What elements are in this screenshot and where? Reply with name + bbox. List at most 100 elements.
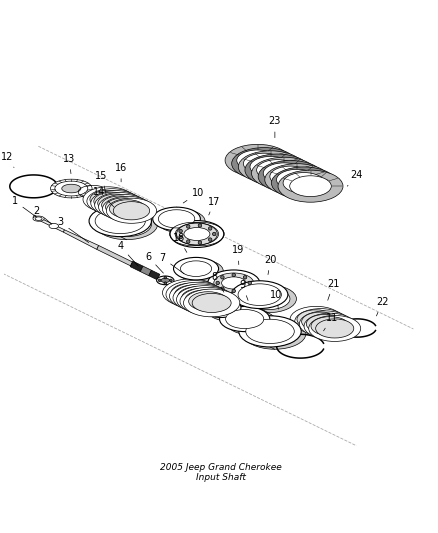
Text: 16: 16	[115, 163, 127, 182]
Ellipse shape	[177, 286, 233, 313]
Ellipse shape	[157, 276, 174, 285]
Ellipse shape	[178, 260, 223, 282]
Ellipse shape	[225, 144, 290, 176]
Ellipse shape	[35, 217, 42, 220]
Ellipse shape	[311, 317, 349, 336]
Ellipse shape	[226, 310, 264, 328]
Ellipse shape	[102, 196, 138, 214]
Ellipse shape	[295, 309, 347, 335]
Circle shape	[187, 240, 190, 243]
Ellipse shape	[184, 228, 210, 240]
Ellipse shape	[170, 221, 224, 247]
Ellipse shape	[306, 314, 344, 334]
Ellipse shape	[263, 163, 305, 184]
Ellipse shape	[297, 310, 335, 329]
Ellipse shape	[62, 184, 81, 193]
Ellipse shape	[178, 287, 217, 305]
Ellipse shape	[270, 166, 311, 187]
Ellipse shape	[175, 223, 219, 245]
Text: 4: 4	[117, 241, 138, 266]
Ellipse shape	[232, 281, 288, 309]
Text: 11: 11	[324, 313, 338, 331]
Ellipse shape	[161, 278, 170, 282]
Ellipse shape	[244, 318, 306, 349]
Ellipse shape	[153, 207, 200, 231]
Ellipse shape	[90, 190, 126, 208]
Ellipse shape	[251, 157, 317, 189]
Circle shape	[221, 287, 224, 290]
Text: 19: 19	[232, 246, 244, 264]
Ellipse shape	[106, 198, 157, 223]
Text: 3: 3	[57, 217, 89, 243]
Text: 1: 1	[12, 196, 36, 217]
Ellipse shape	[173, 284, 230, 312]
Circle shape	[244, 276, 247, 279]
Ellipse shape	[106, 198, 142, 216]
Ellipse shape	[250, 156, 292, 177]
Ellipse shape	[87, 189, 137, 214]
Ellipse shape	[201, 297, 241, 318]
Circle shape	[244, 287, 247, 290]
Text: 2: 2	[33, 206, 52, 224]
Ellipse shape	[89, 205, 152, 237]
Text: 10: 10	[183, 188, 205, 203]
Circle shape	[164, 276, 166, 279]
Ellipse shape	[222, 277, 246, 289]
Text: 22: 22	[376, 297, 389, 316]
Ellipse shape	[173, 257, 219, 280]
Circle shape	[232, 273, 236, 277]
Ellipse shape	[113, 201, 150, 220]
Ellipse shape	[206, 300, 236, 315]
Circle shape	[208, 227, 212, 230]
Ellipse shape	[237, 150, 278, 171]
Ellipse shape	[50, 179, 92, 198]
Ellipse shape	[233, 313, 271, 332]
Text: 12: 12	[1, 152, 14, 167]
Ellipse shape	[170, 282, 226, 310]
Ellipse shape	[95, 208, 145, 233]
Ellipse shape	[219, 306, 270, 332]
Ellipse shape	[239, 316, 301, 347]
Ellipse shape	[251, 321, 299, 346]
Ellipse shape	[214, 273, 254, 293]
Text: 14: 14	[92, 187, 114, 207]
Ellipse shape	[166, 280, 223, 308]
Text: 23: 23	[268, 116, 281, 138]
Ellipse shape	[226, 310, 277, 335]
Ellipse shape	[304, 313, 356, 339]
Circle shape	[159, 279, 161, 281]
Ellipse shape	[283, 173, 325, 193]
Ellipse shape	[185, 290, 224, 309]
Ellipse shape	[246, 319, 294, 343]
Ellipse shape	[240, 285, 297, 313]
Ellipse shape	[265, 164, 330, 196]
Ellipse shape	[184, 289, 240, 317]
Ellipse shape	[185, 263, 216, 279]
Ellipse shape	[101, 212, 152, 237]
Circle shape	[221, 276, 224, 279]
Circle shape	[232, 289, 236, 293]
Circle shape	[248, 281, 251, 285]
Text: 17: 17	[208, 197, 220, 215]
Ellipse shape	[300, 311, 351, 337]
Ellipse shape	[33, 216, 44, 221]
Ellipse shape	[290, 306, 342, 333]
Polygon shape	[64, 230, 99, 249]
Ellipse shape	[98, 194, 134, 212]
Ellipse shape	[316, 319, 354, 338]
Ellipse shape	[163, 212, 199, 230]
Ellipse shape	[171, 283, 210, 302]
Ellipse shape	[180, 261, 212, 277]
Ellipse shape	[238, 151, 303, 183]
Polygon shape	[130, 261, 143, 272]
Circle shape	[179, 229, 182, 233]
Text: 20: 20	[265, 255, 277, 274]
Ellipse shape	[272, 167, 336, 199]
Circle shape	[164, 282, 166, 285]
Circle shape	[170, 279, 172, 281]
Circle shape	[216, 281, 219, 285]
Ellipse shape	[232, 148, 297, 180]
Text: 2005 Jeep Grand Cherokee
Input Shaft: 2005 Jeep Grand Cherokee Input Shaft	[160, 463, 282, 482]
Text: 24: 24	[347, 171, 362, 186]
Ellipse shape	[302, 312, 340, 331]
